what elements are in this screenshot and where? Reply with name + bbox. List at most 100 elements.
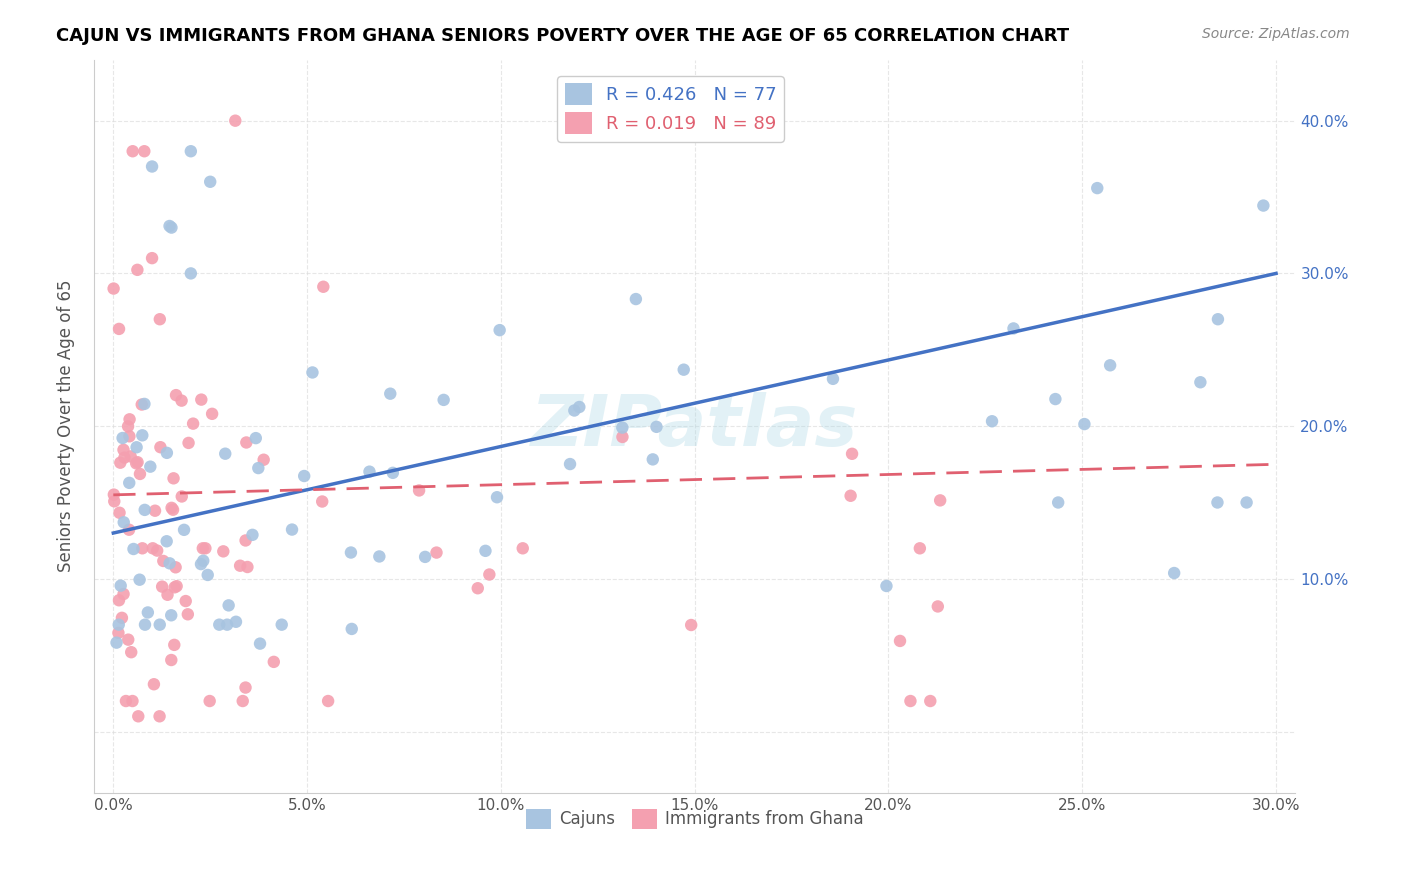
Point bbox=[672, 362, 695, 376]
Point bbox=[1206, 495, 1229, 509]
Point bbox=[1073, 417, 1095, 431]
Point bbox=[159, 219, 181, 233]
Point bbox=[467, 581, 489, 595]
Point bbox=[841, 447, 863, 461]
Point bbox=[108, 593, 131, 607]
Point bbox=[163, 638, 186, 652]
Point bbox=[225, 615, 247, 629]
Point bbox=[229, 558, 252, 573]
Point bbox=[108, 322, 131, 336]
Point bbox=[232, 694, 254, 708]
Point bbox=[103, 281, 125, 295]
Point bbox=[177, 436, 200, 450]
Point bbox=[247, 461, 270, 475]
Point bbox=[120, 450, 142, 464]
Point bbox=[110, 456, 132, 470]
Point bbox=[1163, 566, 1185, 580]
Point bbox=[118, 429, 141, 443]
Point bbox=[170, 490, 193, 504]
Point bbox=[488, 323, 510, 337]
Point bbox=[1189, 376, 1212, 390]
Point bbox=[180, 145, 202, 159]
Point bbox=[159, 557, 181, 571]
Point bbox=[368, 549, 391, 564]
Point bbox=[121, 145, 143, 159]
Point bbox=[218, 599, 240, 613]
Point bbox=[235, 681, 257, 695]
Point bbox=[142, 677, 165, 691]
Point bbox=[193, 554, 215, 568]
Point bbox=[125, 440, 148, 454]
Point bbox=[927, 599, 949, 614]
Point bbox=[149, 440, 172, 454]
Point bbox=[131, 428, 153, 442]
Point bbox=[474, 544, 496, 558]
Point bbox=[156, 446, 179, 460]
Point bbox=[143, 504, 166, 518]
Point bbox=[1253, 198, 1275, 212]
Y-axis label: Seniors Poverty Over the Age of 65: Seniors Poverty Over the Age of 65 bbox=[58, 280, 75, 573]
Point bbox=[107, 617, 129, 632]
Point bbox=[270, 617, 292, 632]
Point bbox=[170, 393, 193, 408]
Point bbox=[105, 635, 128, 649]
Point bbox=[165, 560, 187, 574]
Point bbox=[929, 493, 952, 508]
Point bbox=[1236, 495, 1258, 509]
Point bbox=[127, 709, 149, 723]
Point bbox=[180, 267, 202, 281]
Point bbox=[641, 452, 664, 467]
Point bbox=[340, 622, 363, 636]
Point bbox=[217, 617, 239, 632]
Point bbox=[160, 500, 183, 515]
Point bbox=[110, 579, 132, 593]
Point bbox=[181, 417, 204, 431]
Legend: Cajuns, Immigrants from Ghana: Cajuns, Immigrants from Ghana bbox=[519, 802, 870, 836]
Point bbox=[478, 567, 501, 582]
Point bbox=[156, 534, 179, 549]
Point bbox=[112, 587, 135, 601]
Point bbox=[127, 263, 149, 277]
Point bbox=[512, 541, 534, 556]
Point bbox=[624, 292, 647, 306]
Point bbox=[381, 466, 404, 480]
Point bbox=[1045, 392, 1067, 406]
Point bbox=[136, 606, 159, 620]
Point bbox=[150, 580, 173, 594]
Point bbox=[200, 175, 222, 189]
Point bbox=[190, 557, 212, 571]
Point bbox=[108, 506, 131, 520]
Point bbox=[114, 450, 136, 465]
Point bbox=[681, 618, 703, 632]
Point bbox=[152, 554, 174, 568]
Point bbox=[312, 279, 335, 293]
Point bbox=[146, 543, 169, 558]
Point bbox=[128, 573, 150, 587]
Point bbox=[485, 490, 508, 504]
Point bbox=[111, 431, 134, 445]
Point bbox=[173, 523, 195, 537]
Point bbox=[281, 523, 304, 537]
Point bbox=[103, 487, 125, 501]
Point bbox=[201, 407, 224, 421]
Point bbox=[141, 160, 163, 174]
Point bbox=[112, 442, 135, 457]
Point bbox=[359, 465, 381, 479]
Point bbox=[156, 588, 179, 602]
Point bbox=[1002, 321, 1025, 335]
Point bbox=[612, 430, 634, 444]
Point bbox=[1047, 495, 1070, 509]
Point bbox=[134, 617, 156, 632]
Point bbox=[160, 220, 183, 235]
Point bbox=[245, 431, 267, 445]
Point bbox=[920, 694, 942, 708]
Point bbox=[224, 113, 246, 128]
Point bbox=[141, 251, 163, 265]
Point bbox=[908, 541, 931, 556]
Point bbox=[162, 502, 184, 516]
Point bbox=[214, 447, 236, 461]
Point bbox=[191, 541, 214, 556]
Point bbox=[236, 560, 259, 574]
Point bbox=[645, 420, 668, 434]
Point bbox=[1099, 359, 1122, 373]
